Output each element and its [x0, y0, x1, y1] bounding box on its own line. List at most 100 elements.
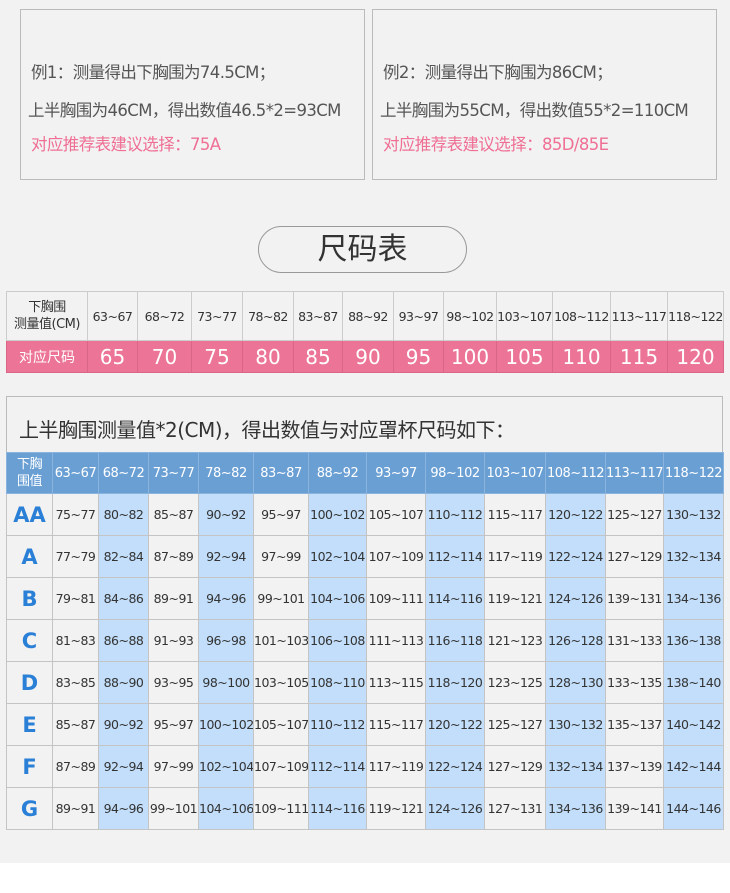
- example-2-line-2: 上半胸围为55CM，得出数值55*2=110CM: [380, 101, 689, 120]
- column-header: 83~87: [253, 452, 309, 494]
- cup-size-table: 下胸 围值 63~67 68~72 73~77 78~82 83~87 88~92 93~97…: [6, 452, 724, 830]
- band-size-cell: 105: [496, 340, 553, 373]
- cup-range-cell: 131~133: [605, 619, 664, 662]
- cup-row: A 77~79 82~84 87~89 92~94 97~99 102~104 107~109…: [6, 535, 724, 578]
- cup-range-cell: 107~109: [253, 745, 309, 788]
- measurement-range-cell: 88~92: [342, 291, 394, 341]
- cup-range-cell: 104~106: [198, 787, 254, 830]
- cup-range-cell: 115~117: [484, 493, 546, 536]
- measurement-range-cell: 78~82: [242, 291, 294, 341]
- measurement-header-line-1: 下胸围: [28, 300, 66, 315]
- cup-range-cell: 80~82: [98, 493, 149, 536]
- column-header: 63~67: [52, 452, 99, 494]
- measurement-range-cell: 118~122: [667, 291, 724, 341]
- cup-range-cell: 130~132: [545, 703, 606, 746]
- cup-range-cell: 137~139: [605, 745, 664, 788]
- band-header-line-1: 下胸: [16, 457, 43, 472]
- cup-range-cell: 113~115: [366, 661, 426, 704]
- example-2-recommendation: 对应推荐表建议选择：85D/85E: [383, 135, 609, 154]
- cup-range-cell: 89~91: [148, 577, 199, 620]
- column-header: 98~102: [425, 452, 485, 494]
- cup-range-cell: 119~121: [366, 787, 426, 830]
- cup-range-cell: 119~121: [484, 577, 546, 620]
- cup-range-cell: 87~89: [148, 535, 199, 578]
- column-header: 73~77: [148, 452, 199, 494]
- cup-range-cell: 112~114: [308, 745, 367, 788]
- measurement-range-cell: 68~72: [137, 291, 192, 341]
- cup-range-cell: 122~124: [545, 535, 606, 578]
- cup-range-cell: 112~114: [425, 535, 485, 578]
- cup-range-cell: 75~77: [52, 493, 99, 536]
- cup-range-cell: 125~127: [605, 493, 664, 536]
- column-header: 93~97: [366, 452, 426, 494]
- cup-range-cell: 132~134: [545, 745, 606, 788]
- cup-range-cell: 94~96: [198, 577, 254, 620]
- cup-range-cell: 85~87: [52, 703, 99, 746]
- column-header: 68~72: [98, 452, 149, 494]
- cup-range-cell: 123~125: [484, 661, 546, 704]
- cup-label: AA: [6, 493, 53, 536]
- cup-range-cell: 94~96: [98, 787, 149, 830]
- cup-range-cell: 109~111: [253, 787, 309, 830]
- column-header: 118~122: [663, 452, 724, 494]
- cup-range-cell: 114~116: [425, 577, 485, 620]
- band-size-cell: 110: [552, 340, 611, 373]
- cup-range-cell: 100~102: [308, 493, 367, 536]
- example-1-recommendation: 对应推荐表建议选择：75A: [31, 135, 221, 154]
- cup-range-cell: 96~98: [198, 619, 254, 662]
- cup-range-cell: 90~92: [98, 703, 149, 746]
- cup-range-cell: 114~116: [308, 787, 367, 830]
- cup-range-cell: 90~92: [198, 493, 254, 536]
- cup-range-cell: 92~94: [98, 745, 149, 788]
- cup-range-cell: 107~109: [366, 535, 426, 578]
- cup-range-cell: 126~128: [545, 619, 606, 662]
- cup-range-cell: 91~93: [148, 619, 199, 662]
- cup-range-cell: 128~130: [545, 661, 606, 704]
- cup-table-header: 下胸 围值 63~67 68~72 73~77 78~82 83~87 88~92 93~97…: [6, 452, 724, 494]
- cup-range-cell: 99~101: [253, 577, 309, 620]
- column-header: 88~92: [308, 452, 367, 494]
- example-1-line-2: 上半胸围为46CM，得出数值46.5*2=93CM: [28, 101, 341, 120]
- cup-range-cell: 100~102: [198, 703, 254, 746]
- column-header: 108~112: [545, 452, 606, 494]
- measurement-range-cell: 73~77: [191, 291, 243, 341]
- cup-range-cell: 103~105: [253, 661, 309, 704]
- cup-label: D: [6, 661, 53, 704]
- cup-chart-title: 上半胸围测量值*2(CM)，得出数值与对应罩杯尺码如下：: [19, 418, 515, 442]
- band-size-cell: 75: [191, 340, 243, 373]
- cup-range-cell: 142~144: [663, 745, 724, 788]
- example-box-2: 例2：测量得出下胸围为86CM； 上半胸围为55CM，得出数值55*2=110C…: [372, 9, 717, 180]
- cup-range-cell: 95~97: [148, 703, 199, 746]
- measurement-range-cell: 93~97: [393, 291, 444, 341]
- cup-label: A: [6, 535, 53, 578]
- cup-row: C 81~83 86~88 91~93 96~98 101~103 106~108 111~1…: [6, 619, 724, 662]
- column-header: 103~107: [484, 452, 546, 494]
- cup-range-cell: 116~118: [425, 619, 485, 662]
- band-size-cell: 65: [87, 340, 138, 373]
- cup-range-cell: 132~134: [663, 535, 724, 578]
- cup-label: C: [6, 619, 53, 662]
- cup-range-cell: 125~127: [484, 703, 546, 746]
- cup-range-cell: 117~119: [366, 745, 426, 788]
- cup-range-cell: 122~124: [425, 745, 485, 788]
- cup-label: G: [6, 787, 53, 830]
- cup-range-cell: 89~91: [52, 787, 99, 830]
- size-header: 对应尺码: [6, 340, 88, 373]
- cup-range-cell: 105~107: [366, 493, 426, 536]
- band-size-cell: 95: [393, 340, 444, 373]
- cup-range-cell: 79~81: [52, 577, 99, 620]
- cup-range-cell: 106~108: [308, 619, 367, 662]
- cup-range-cell: 139~141: [605, 787, 664, 830]
- cup-range-cell: 77~79: [52, 535, 99, 578]
- cup-range-cell: 82~84: [98, 535, 149, 578]
- measurement-row: 下胸围 测量值(CM) 63~67 68~72 73~77 78~82 83~87 88~9…: [6, 291, 724, 341]
- cup-range-cell: 109~111: [366, 577, 426, 620]
- cup-range-cell: 84~86: [98, 577, 149, 620]
- cup-label: B: [6, 577, 53, 620]
- cup-range-cell: 81~83: [52, 619, 99, 662]
- cup-range-cell: 140~142: [663, 703, 724, 746]
- cup-label: E: [6, 703, 53, 746]
- example-1-line-1: 例1：测量得出下胸围为74.5CM；: [31, 63, 275, 82]
- cup-range-cell: 111~113: [366, 619, 426, 662]
- column-header: 113~117: [605, 452, 664, 494]
